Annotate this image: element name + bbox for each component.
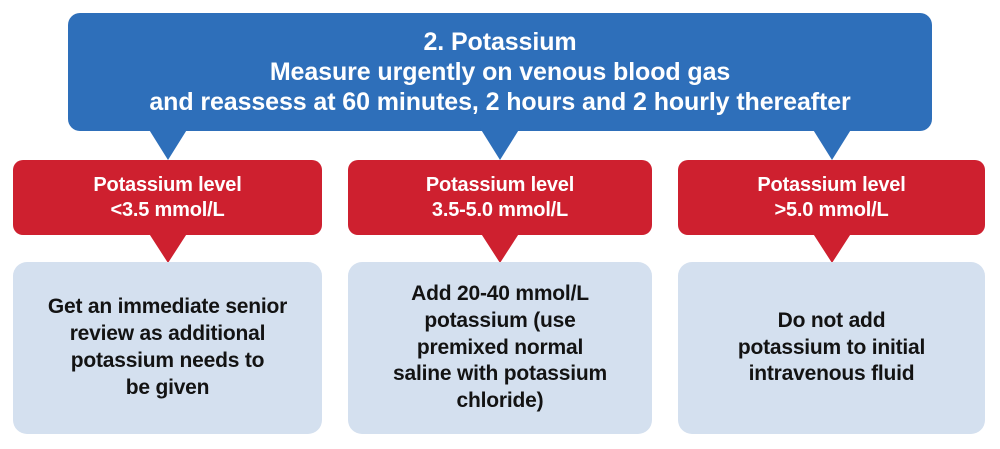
action-box-1: Get an immediate senior review as additi… — [13, 262, 322, 434]
criteria-value-line-1: <3.5 mmol/L — [110, 198, 225, 221]
criteria-label-line-3: Potassium level — [757, 173, 906, 196]
action-text-line: Get an immediate senior — [47, 295, 288, 319]
branch-column-1: Potassium level <3.5 mmol/L Get an immed… — [13, 0, 322, 449]
arrow-down-red-icon — [147, 232, 188, 263]
arrow-down-red-icon — [811, 232, 852, 263]
action-box-3: Do not add potassium to initial intraven… — [678, 262, 985, 434]
action-text-line: premixed normal — [416, 335, 584, 359]
header-box: 2. Potassium Measure urgently on venous … — [68, 13, 932, 131]
action-text-line: chloride) — [456, 389, 544, 413]
criteria-box-3: Potassium level >5.0 mmol/L — [678, 160, 985, 235]
action-text-line: saline with potassium — [392, 362, 607, 386]
action-text-line: potassium needs to — [70, 349, 265, 372]
arrow-down-blue-icon — [480, 128, 520, 160]
header-subtitle-line-2: and reassess at 60 minutes, 2 hours and … — [149, 88, 851, 116]
action-text-line: Do not add — [777, 308, 886, 332]
criteria-box-2: Potassium level 3.5-5.0 mmol/L — [348, 160, 652, 235]
arrow-down-red-icon — [480, 232, 520, 263]
branch-column-3: Potassium level >5.0 mmol/L Do not add p… — [678, 0, 985, 449]
arrow-down-blue-icon — [147, 128, 188, 160]
header-subtitle-line-1: Measure urgently on venous blood gas — [269, 58, 731, 86]
action-text-line: review as additional — [69, 322, 266, 346]
criteria-value-line-2: 3.5-5.0 mmol/L — [431, 198, 569, 221]
arrow-down-blue-icon — [811, 128, 852, 160]
action-box-2: Add 20-40 mmol/L potassium (use premixed… — [348, 262, 652, 434]
criteria-box-1: Potassium level <3.5 mmol/L — [13, 160, 322, 235]
action-text-line: be given — [125, 375, 210, 399]
action-text-line: potassium (use — [424, 308, 576, 332]
action-text-line: Add 20-40 mmol/L — [411, 281, 589, 305]
criteria-value-line-3: >5.0 mmol/L — [774, 198, 889, 221]
criteria-label-line-2: Potassium level — [425, 173, 575, 196]
action-text-line: potassium to initial — [737, 335, 926, 359]
action-text-line: intravenous fluid — [748, 362, 915, 386]
header-title: 2. Potassium — [423, 28, 577, 56]
criteria-label-line-1: Potassium level — [93, 173, 242, 196]
branch-column-2: Potassium level 3.5-5.0 mmol/L Add 20-40… — [348, 0, 652, 449]
